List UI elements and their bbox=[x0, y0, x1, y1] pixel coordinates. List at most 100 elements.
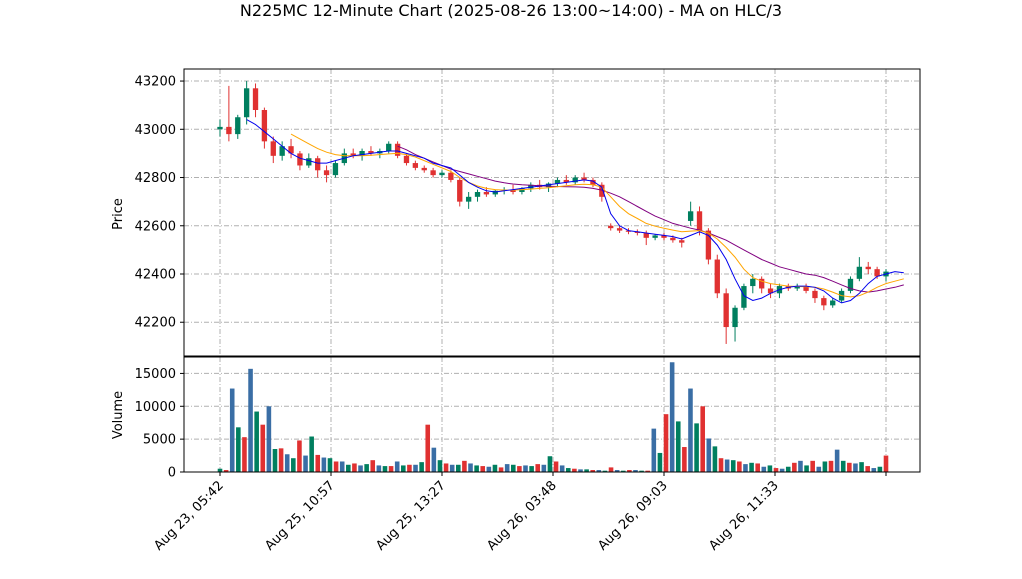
x-tick-label: Aug 23, 05:42 bbox=[151, 478, 227, 554]
volume-bar bbox=[553, 461, 559, 472]
volume-bar bbox=[462, 460, 467, 472]
volume-bar bbox=[437, 460, 443, 472]
price-y-tick-label: 42200 bbox=[135, 316, 176, 331]
volume-bar bbox=[236, 427, 241, 472]
candle-body bbox=[545, 183, 552, 188]
candle-body bbox=[865, 266, 871, 270]
candle-body bbox=[359, 151, 365, 156]
candle-body bbox=[368, 151, 374, 154]
candle-body bbox=[696, 211, 703, 231]
volume-bar bbox=[584, 469, 589, 472]
candle-body bbox=[714, 259, 720, 294]
candle-body bbox=[510, 189, 516, 192]
volume-bar bbox=[272, 449, 278, 472]
volume-bar bbox=[804, 465, 809, 472]
volume-bar bbox=[517, 466, 522, 472]
x-tick-label: Aug 25, 10:57 bbox=[262, 478, 338, 554]
volume-bar bbox=[718, 458, 724, 472]
volume-bar bbox=[510, 464, 516, 472]
candle-body bbox=[634, 231, 641, 233]
volume-bar bbox=[682, 447, 687, 472]
x-axis-ticks: Aug 23, 05:42 Aug 25, 10:57 Aug 25, 13:27 A… bbox=[151, 472, 887, 554]
volume-bar bbox=[382, 466, 388, 472]
volume-bar bbox=[639, 470, 644, 472]
volume-bar bbox=[651, 428, 657, 472]
volume-bar bbox=[492, 464, 498, 472]
candle-body bbox=[679, 240, 685, 243]
candle-body bbox=[821, 298, 827, 306]
candle-body bbox=[616, 228, 623, 231]
volume-y-axis-label: Volume bbox=[111, 391, 126, 439]
volume-bar bbox=[755, 463, 760, 472]
candle-body bbox=[581, 177, 587, 180]
volume-bar bbox=[358, 465, 363, 472]
volume-bar bbox=[883, 455, 889, 472]
volume-bar bbox=[425, 424, 431, 472]
candle-body bbox=[830, 300, 836, 306]
volume-bars bbox=[217, 362, 889, 472]
volume-bar bbox=[229, 388, 235, 472]
volume-bar bbox=[792, 462, 797, 472]
price-y-tick-label: 42800 bbox=[135, 171, 176, 186]
candle-body bbox=[528, 184, 534, 189]
volume-bar bbox=[743, 464, 748, 472]
volume-bar bbox=[242, 437, 247, 472]
volume-bar bbox=[559, 465, 565, 472]
candle-body bbox=[759, 278, 765, 289]
candle-body bbox=[741, 286, 747, 308]
volume-bar bbox=[706, 438, 712, 472]
candle-body bbox=[661, 235, 667, 238]
volume-bar bbox=[504, 464, 510, 472]
candle-body bbox=[421, 167, 427, 171]
volume-bar bbox=[761, 466, 767, 472]
volume-bar bbox=[284, 454, 290, 472]
volume-bar bbox=[352, 463, 357, 472]
volume-bar bbox=[291, 458, 296, 472]
price-moving-averages bbox=[246, 119, 904, 304]
volume-bar bbox=[847, 462, 852, 472]
volume-bar bbox=[529, 466, 534, 472]
candle-body bbox=[723, 293, 729, 328]
candle-body bbox=[217, 126, 223, 130]
candle-body bbox=[226, 126, 232, 135]
volume-bar bbox=[724, 459, 730, 472]
price-y-tick-label: 43200 bbox=[135, 75, 176, 90]
volume-bar bbox=[785, 466, 791, 472]
volume-bar bbox=[828, 460, 834, 472]
volume-grid bbox=[184, 357, 920, 473]
volume-y-ticks: 0 5000 10000 15000 bbox=[135, 367, 184, 481]
volume-bar bbox=[480, 466, 486, 472]
volume-bar bbox=[474, 465, 479, 472]
candle-body bbox=[412, 163, 419, 168]
volume-bar bbox=[877, 466, 883, 472]
volume-bar bbox=[871, 468, 877, 472]
volume-bar bbox=[749, 462, 754, 472]
volume-panel-frame bbox=[183, 356, 921, 473]
volume-bar bbox=[523, 465, 528, 472]
price-y-tick-label: 43000 bbox=[135, 123, 176, 138]
candle-body bbox=[812, 290, 818, 299]
volume-bar bbox=[394, 461, 400, 472]
volume-bar bbox=[663, 414, 669, 472]
volume-bar bbox=[443, 463, 449, 472]
candle-body bbox=[670, 237, 676, 241]
volume-bar bbox=[816, 466, 822, 472]
price-y-axis-label: Price bbox=[111, 198, 126, 230]
volume-bar bbox=[315, 454, 321, 472]
volume-bar bbox=[486, 466, 492, 472]
volume-bar bbox=[712, 446, 718, 472]
volume-bar bbox=[388, 466, 394, 472]
volume-bar bbox=[413, 464, 418, 472]
candle-body bbox=[483, 192, 490, 195]
candle-body bbox=[794, 286, 800, 289]
candle-body bbox=[847, 278, 854, 291]
volume-bar bbox=[541, 464, 547, 472]
volume-bar bbox=[572, 468, 577, 472]
candle-body bbox=[448, 172, 454, 180]
volume-bar bbox=[468, 463, 473, 472]
candle-body bbox=[652, 235, 658, 238]
volume-bar bbox=[596, 470, 602, 472]
candle-body bbox=[457, 179, 463, 202]
candle-body bbox=[403, 155, 410, 164]
